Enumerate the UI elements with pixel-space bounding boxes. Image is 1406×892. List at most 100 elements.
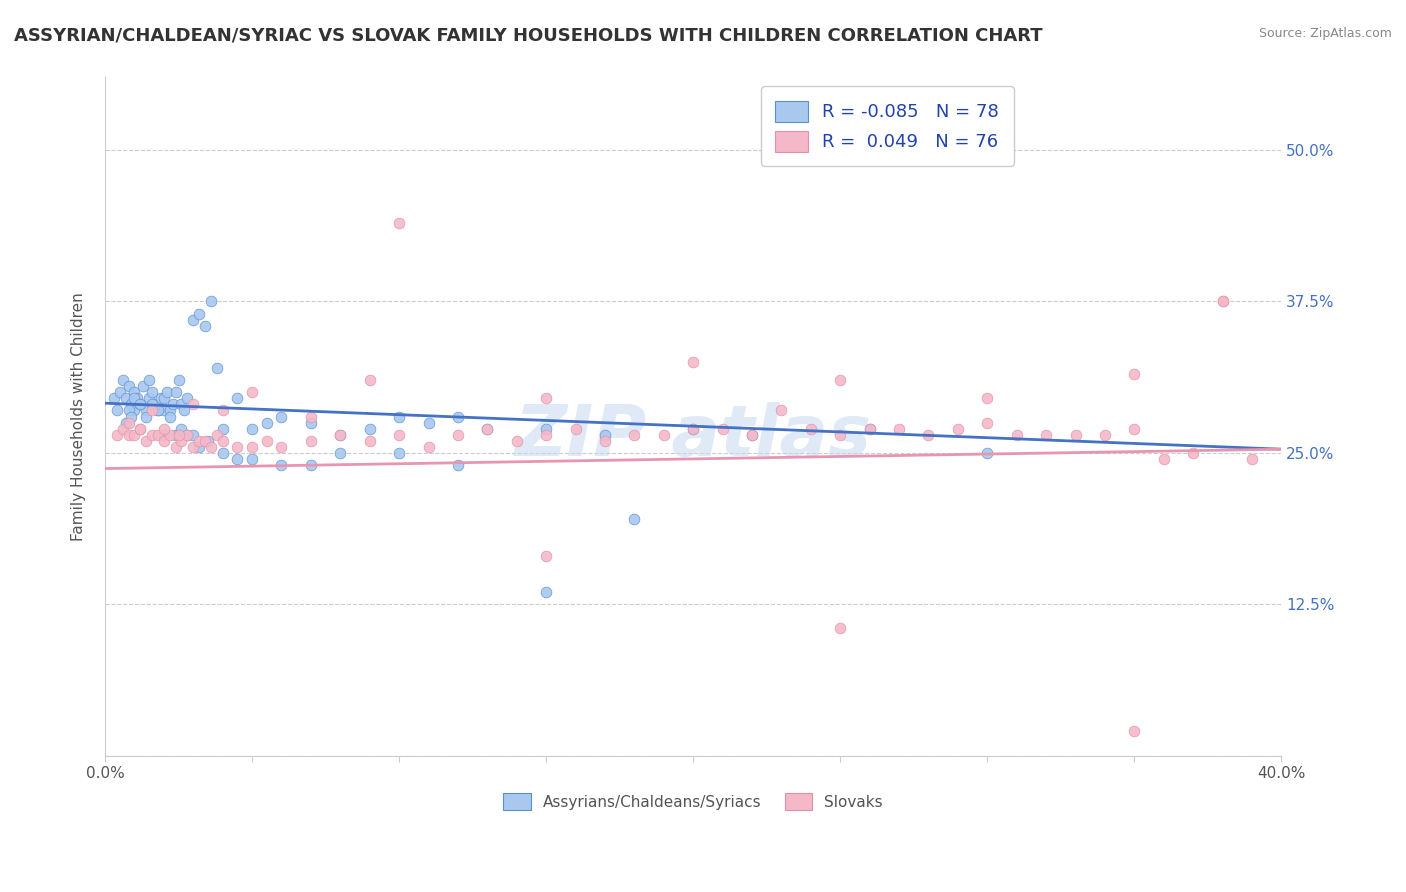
Point [141, 397, 163, 411]
Point [329, 446, 352, 460]
Point [211, 446, 233, 460]
Point [534, 392, 557, 406]
Point [270, 458, 292, 472]
Point [359, 422, 381, 436]
Point [135, 409, 157, 424]
Point [129, 422, 152, 436]
Point [1094, 427, 1116, 442]
Point [741, 427, 763, 442]
Point [153, 427, 176, 442]
Point [188, 440, 211, 454]
Point [240, 440, 263, 454]
Point [114, 416, 136, 430]
Point [135, 434, 157, 448]
Point [830, 622, 852, 636]
Point [418, 416, 440, 430]
Point [388, 409, 411, 424]
Point [124, 385, 146, 400]
Point [141, 385, 163, 400]
Point [534, 422, 557, 436]
Legend: Assyrians/Chaldeans/Syriacs, Slovaks: Assyrians/Chaldeans/Syriacs, Slovaks [491, 780, 896, 822]
Point [652, 427, 675, 442]
Point [143, 397, 166, 411]
Point [149, 392, 172, 406]
Point [418, 440, 440, 454]
Point [1123, 724, 1146, 739]
Point [447, 409, 470, 424]
Point [153, 434, 176, 448]
Point [329, 427, 352, 442]
Point [976, 416, 998, 430]
Point [946, 422, 969, 436]
Point [976, 392, 998, 406]
Point [211, 422, 233, 436]
Point [299, 409, 322, 424]
Point [181, 427, 204, 442]
Point [1005, 427, 1028, 442]
Point [135, 403, 157, 417]
Point [211, 403, 233, 417]
Point [103, 392, 125, 406]
Point [120, 397, 142, 411]
Point [124, 427, 146, 442]
Point [270, 409, 292, 424]
Point [226, 392, 249, 406]
Point [117, 427, 139, 442]
Point [159, 403, 181, 417]
Point [226, 451, 249, 466]
Point [127, 392, 149, 406]
Point [181, 312, 204, 326]
Point [800, 422, 823, 436]
Point [859, 422, 882, 436]
Point [682, 422, 704, 436]
Point [534, 427, 557, 442]
Y-axis label: Family Households with Children: Family Households with Children [72, 292, 86, 541]
Text: ZIP atlas: ZIP atlas [515, 402, 872, 471]
Point [173, 403, 195, 417]
Point [153, 422, 176, 436]
Point [299, 434, 322, 448]
Point [162, 397, 184, 411]
Point [159, 409, 181, 424]
Point [299, 458, 322, 472]
Point [170, 434, 193, 448]
Point [682, 422, 704, 436]
Point [447, 427, 470, 442]
Point [146, 403, 169, 417]
Point [138, 373, 160, 387]
Point [388, 427, 411, 442]
Text: Source: ZipAtlas.com: Source: ZipAtlas.com [1258, 27, 1392, 40]
Point [770, 403, 793, 417]
Point [1212, 294, 1234, 309]
Point [1153, 451, 1175, 466]
Point [146, 403, 169, 417]
Point [623, 427, 645, 442]
Point [388, 216, 411, 230]
Point [105, 427, 128, 442]
Point [830, 427, 852, 442]
Point [108, 385, 131, 400]
Point [564, 422, 586, 436]
Point [170, 422, 193, 436]
Point [114, 392, 136, 406]
Point [105, 403, 128, 417]
Point [194, 318, 217, 333]
Point [165, 385, 187, 400]
Point [976, 446, 998, 460]
Point [256, 416, 278, 430]
Point [159, 427, 181, 442]
Point [506, 434, 529, 448]
Point [200, 440, 222, 454]
Text: ASSYRIAN/CHALDEAN/SYRIAC VS SLOVAK FAMILY HOUSEHOLDS WITH CHILDREN CORRELATION C: ASSYRIAN/CHALDEAN/SYRIAC VS SLOVAK FAMIL… [14, 27, 1043, 45]
Point [111, 422, 134, 436]
Point [1182, 446, 1205, 460]
Point [299, 416, 322, 430]
Point [176, 427, 198, 442]
Point [124, 392, 146, 406]
Point [165, 440, 187, 454]
Point [1035, 427, 1057, 442]
Point [593, 427, 616, 442]
Point [240, 422, 263, 436]
Point [593, 434, 616, 448]
Point [270, 440, 292, 454]
